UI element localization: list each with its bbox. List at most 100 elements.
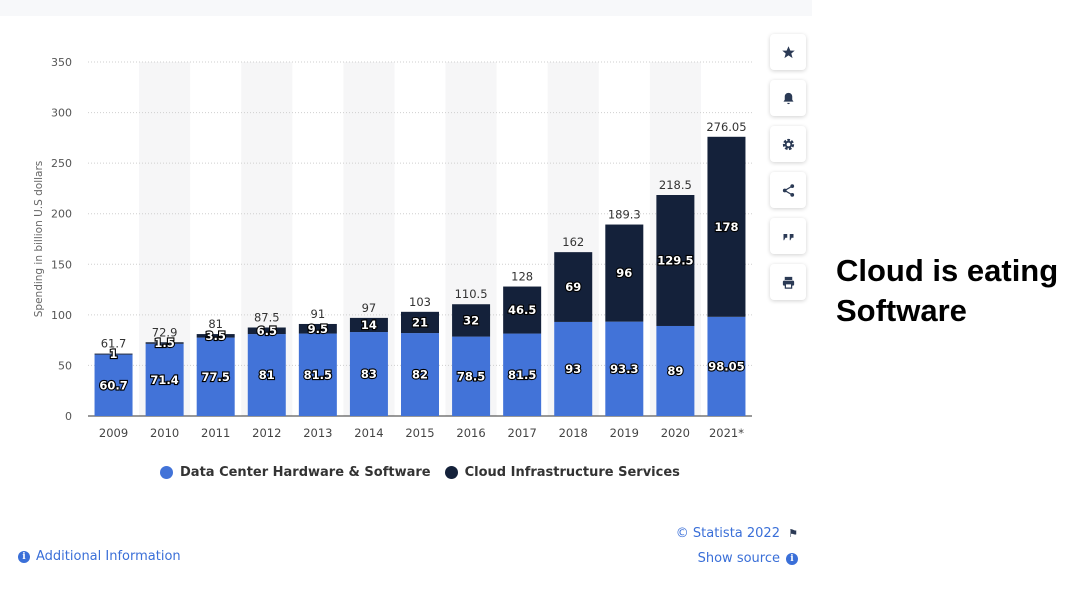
segment-value-label: 129.5 — [657, 253, 693, 267]
favorite-button[interactable] — [770, 34, 806, 70]
segment-value-label: 6.5 — [257, 324, 277, 338]
share-button[interactable] — [770, 172, 806, 208]
total-value-label: 97 — [362, 301, 377, 315]
legend-label: Cloud Infrastructure Services — [464, 465, 680, 480]
x-tick-label: 2011 — [201, 426, 230, 440]
x-tick-label: 2010 — [150, 426, 179, 440]
segment-value-label: 60.7 — [99, 378, 127, 392]
flag-icon: ⚑ — [788, 527, 798, 540]
info-icon: i — [786, 552, 798, 565]
x-tick-label: 2019 — [610, 426, 639, 440]
segment-value-label: 78.5 — [457, 369, 485, 383]
segment-value-label: 83 — [361, 367, 377, 381]
y-tick-label: 150 — [51, 258, 72, 271]
segment-value-label: 9.5 — [308, 322, 328, 336]
bar-cloud — [247, 327, 286, 335]
legend-swatch — [444, 466, 458, 479]
segment-value-label: 82 — [412, 368, 428, 382]
top-strip — [0, 0, 812, 16]
segment-value-label: 46.5 — [508, 303, 536, 317]
y-tick-label: 50 — [58, 359, 72, 372]
total-value-label: 87.5 — [254, 311, 280, 325]
y-tick-label: 350 — [51, 56, 72, 69]
star-icon — [781, 45, 795, 58]
bar-hardware — [656, 325, 695, 416]
additional-info-link[interactable]: i Additional Information — [18, 549, 181, 564]
legend-item-hardware[interactable]: Data Center Hardware & Software — [160, 465, 431, 480]
bar-cloud — [605, 224, 644, 322]
x-tick-label: 2020 — [661, 426, 690, 440]
segment-value-label: 98.05 — [708, 359, 744, 373]
x-tick-label: 2013 — [303, 426, 332, 440]
y-tick-label: 0 — [65, 410, 72, 423]
print-icon — [782, 276, 794, 289]
copyright-text: © Statista 2022 — [675, 526, 780, 541]
bar-cloud — [401, 311, 439, 334]
total-value-label: 110.5 — [455, 287, 488, 301]
bell-icon — [783, 92, 793, 104]
stacked-bar-chart: 0 50 100 150 200 250 300 350 Spending in billion… — [33, 56, 752, 440]
total-value-label: 103 — [409, 295, 431, 309]
bar-cloud — [452, 304, 491, 337]
bar-hardware — [554, 321, 593, 416]
y-tick-label: 300 — [51, 107, 72, 120]
x-tick-label: 2021* — [709, 426, 744, 440]
segment-value-label: 81.5 — [304, 368, 332, 382]
segment-value-label: 89 — [667, 364, 683, 378]
segment-value-label: 3.5 — [206, 329, 226, 343]
bar-hardware — [298, 333, 337, 416]
cite-button[interactable] — [770, 218, 806, 254]
bar-cloud — [196, 334, 235, 338]
segment-value-label: 93 — [565, 362, 581, 376]
segment-value-label: 77.5 — [202, 370, 230, 384]
total-value-label: 91 — [311, 307, 326, 321]
notification-button[interactable] — [770, 80, 806, 116]
bar-hardware — [401, 333, 439, 416]
x-tick-label: 2017 — [508, 426, 537, 440]
bar-hardware — [94, 354, 133, 416]
bar-cloud — [349, 317, 388, 333]
bar-hardware — [247, 334, 286, 416]
bar-cloud — [656, 195, 695, 326]
print-button[interactable] — [770, 264, 806, 300]
y-tick-label: 250 — [51, 157, 72, 170]
legend-label: Data Center Hardware & Software — [180, 465, 431, 480]
segment-value-label: 1 — [110, 347, 118, 361]
bar-hardware — [503, 333, 542, 416]
bar-hardware — [145, 343, 184, 416]
segment-value-label: 1.5 — [154, 336, 174, 350]
headline-line-2: Software — [836, 293, 967, 328]
y-tick-label: 200 — [51, 208, 72, 221]
bar-cloud — [145, 342, 184, 344]
total-value-label: 276.05 — [706, 120, 746, 134]
show-source-text: Show source — [697, 551, 780, 566]
bar-cloud — [554, 252, 593, 322]
bar-hardware — [196, 337, 235, 416]
copyright-link[interactable]: © Statista 2022 ⚑ — [676, 526, 798, 541]
x-tick-label: 2009 — [99, 426, 128, 440]
headline: Cloud is eating Software — [836, 251, 1058, 331]
total-value-label: 218.5 — [659, 178, 692, 192]
segment-value-label: 96 — [616, 266, 632, 280]
settings-button[interactable] — [770, 126, 806, 162]
bar-cloud — [298, 323, 337, 334]
bar-cloud — [94, 353, 133, 355]
x-tick-label: 2016 — [456, 426, 485, 440]
gear-icon — [782, 138, 794, 150]
info-icon: i — [18, 550, 30, 563]
y-tick-label: 100 — [51, 309, 72, 322]
chart-legend: Data Center Hardware & Software Cloud In… — [160, 465, 694, 480]
total-value-label: 81 — [208, 317, 223, 331]
x-tick-label: 2018 — [559, 426, 588, 440]
legend-item-cloud[interactable]: Cloud Infrastructure Services — [444, 465, 680, 480]
x-tick-label: 2014 — [354, 426, 383, 440]
segment-value-label: 178 — [714, 220, 738, 234]
segment-value-label: 81 — [259, 368, 275, 382]
segment-value-label: 21 — [412, 315, 428, 329]
segment-value-label: 81.5 — [508, 368, 536, 382]
share-icon — [782, 183, 794, 197]
segment-value-label: 14 — [361, 318, 377, 332]
show-source-link[interactable]: Show source i — [698, 551, 798, 566]
total-value-label: 128 — [511, 270, 533, 284]
bar-hardware — [452, 336, 491, 416]
